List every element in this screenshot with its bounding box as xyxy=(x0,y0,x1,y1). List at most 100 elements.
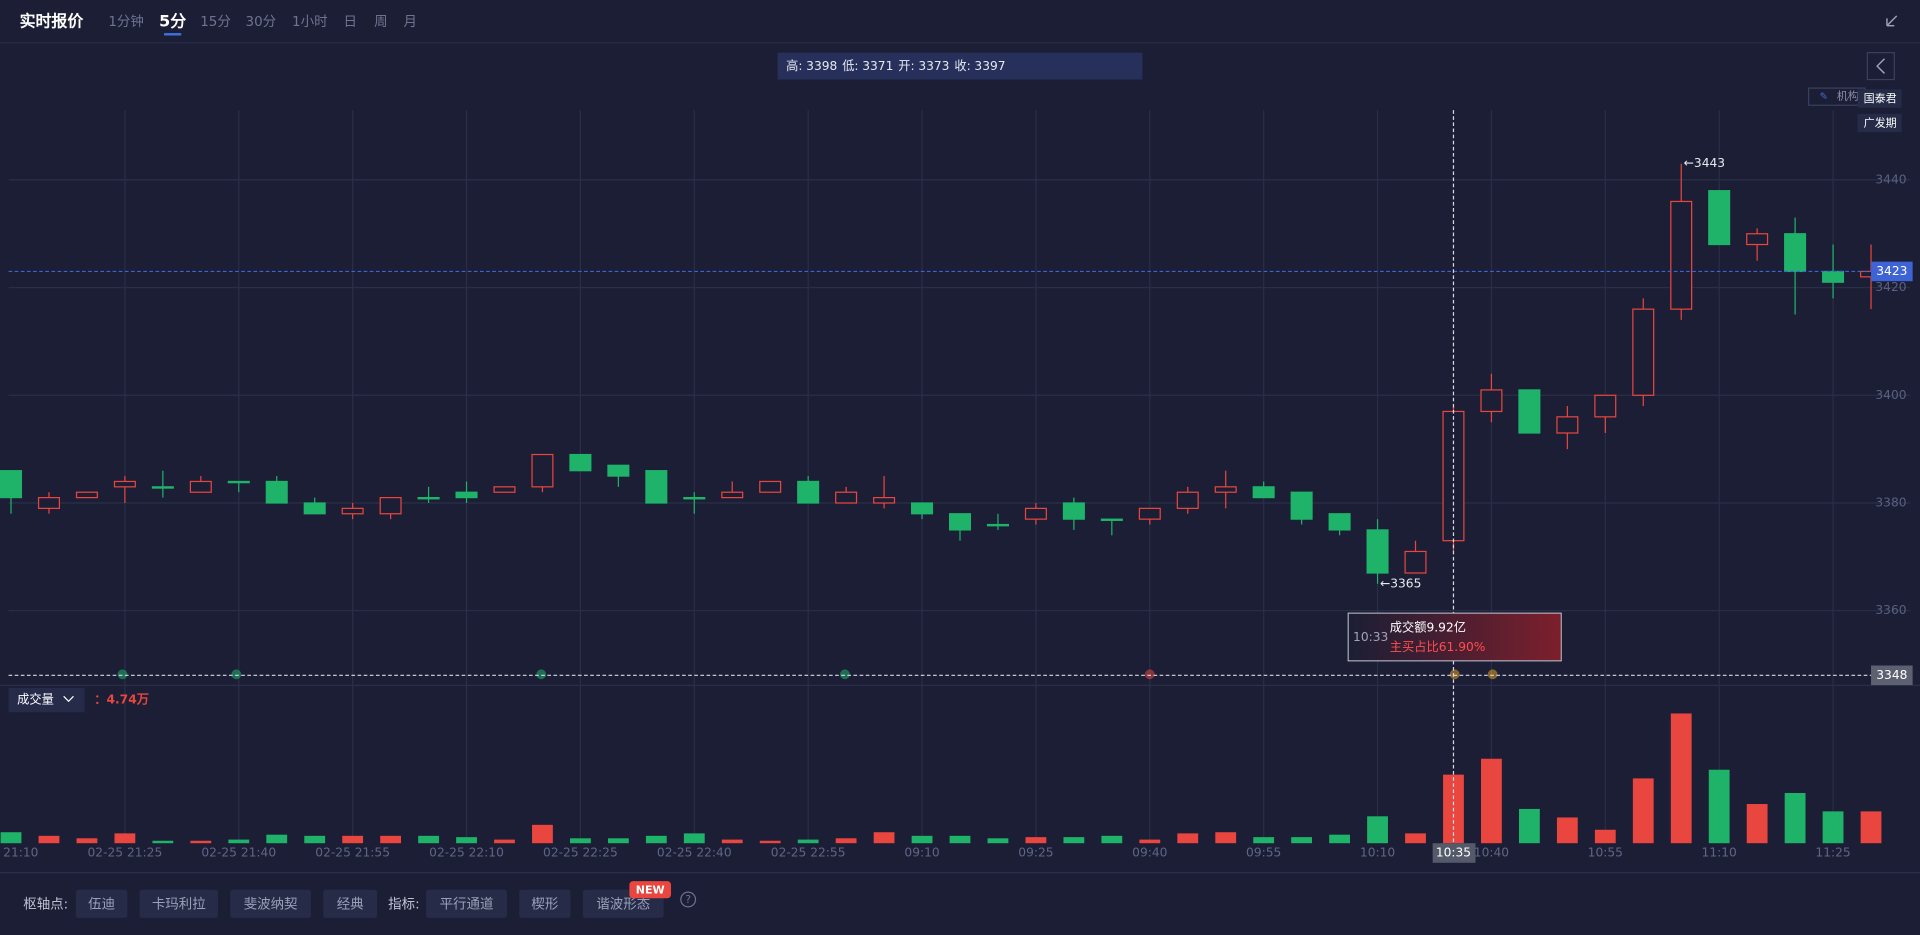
broker-tag[interactable]: 广发期 xyxy=(1864,116,1897,130)
candle-body xyxy=(37,496,60,509)
volume-bar xyxy=(114,833,136,844)
footer-button-label: 斐波纳契 xyxy=(244,896,298,912)
footer-button[interactable] xyxy=(230,889,312,918)
timeframe-tab[interactable]: 周 xyxy=(374,15,387,30)
x-tick-label: 09:40 xyxy=(1132,846,1167,860)
footer-button[interactable] xyxy=(323,889,378,918)
volume-bar xyxy=(797,839,819,844)
candle-body xyxy=(1784,233,1807,273)
volume-dropdown[interactable] xyxy=(8,687,85,713)
signal-dot[interactable] xyxy=(231,669,242,680)
tooltip-amount: 成交额9.92亿 xyxy=(1390,619,1466,634)
ohlc-value: 3397 xyxy=(974,59,1005,73)
volume-bar xyxy=(1405,833,1426,844)
candle-body xyxy=(911,502,934,515)
signal-dot[interactable] xyxy=(1144,669,1155,680)
indicator-label: 指标: xyxy=(388,896,419,912)
footer-button[interactable] xyxy=(75,889,128,918)
x-tick-label: 10:10 xyxy=(1360,846,1395,860)
ohlc-label: 低: xyxy=(842,59,858,73)
candle-body xyxy=(873,496,896,504)
candle-body xyxy=(493,486,516,493)
footer-button[interactable] xyxy=(139,889,218,918)
candle-body xyxy=(948,513,972,531)
y-tick-label: 3400 xyxy=(1875,388,1906,402)
x-tick-label: 02-25 21:55 xyxy=(315,846,390,860)
timeframe-tab[interactable]: 月 xyxy=(403,15,416,30)
signal-dot[interactable] xyxy=(1449,669,1460,680)
dropdown-caret xyxy=(63,695,74,703)
side-toggle[interactable] xyxy=(1866,52,1895,81)
candle-body xyxy=(455,491,478,499)
candle-body xyxy=(0,470,23,499)
x-tick-label: 09:25 xyxy=(1018,846,1053,860)
extreme-marker: ←3365 xyxy=(1380,576,1421,590)
timeframe-tab[interactable]: 日 xyxy=(343,15,356,30)
panel-title: 实时报价 xyxy=(20,12,84,31)
volume-bar xyxy=(1063,837,1085,844)
y-tick-label: 3440 xyxy=(1875,172,1906,186)
y-tick-label: 3380 xyxy=(1875,495,1906,509)
volume-bar xyxy=(1860,811,1882,844)
volume-bar xyxy=(1215,832,1237,844)
candle-body xyxy=(1328,513,1351,531)
x-tick-label: 02-25 22:10 xyxy=(429,846,504,860)
candle-body xyxy=(1632,308,1655,396)
candle-body xyxy=(1176,491,1199,509)
signal-dot[interactable] xyxy=(536,669,547,680)
broker-box xyxy=(1857,89,1902,108)
active-tab-underline xyxy=(164,33,182,36)
ohlc-label: 开: xyxy=(898,59,914,73)
candle-body xyxy=(835,491,858,504)
volume-bar xyxy=(380,835,402,844)
candle-body xyxy=(1822,270,1845,283)
volume-bar xyxy=(1632,778,1654,844)
extreme-marker: ←3443 xyxy=(1684,156,1725,170)
time-label-bg xyxy=(1432,843,1476,863)
footer-button[interactable] xyxy=(519,889,571,918)
candle-body xyxy=(151,486,174,489)
volume-bar xyxy=(1139,839,1161,844)
ohlc-text: 高: 3398 低: 3371 开: 3373 收: 3397 xyxy=(786,58,1005,73)
candle-body xyxy=(113,480,136,488)
crosshair-time-label: 10:35 xyxy=(1436,846,1471,860)
candle-body xyxy=(569,453,592,472)
x-tick-label: 02-25 21:40 xyxy=(201,846,276,860)
footer-button-label: 伍迪 xyxy=(88,896,115,912)
volume-bar xyxy=(1025,837,1047,844)
volume-bar xyxy=(38,835,60,844)
volume-bar xyxy=(1518,808,1540,844)
candle-body xyxy=(1518,389,1541,434)
timeframe-tab[interactable]: 1小时 xyxy=(292,14,327,30)
footer-button[interactable] xyxy=(426,889,507,918)
volume-bar xyxy=(1670,713,1692,844)
collapse-icon[interactable] xyxy=(1886,15,1898,27)
volume-bar xyxy=(418,835,439,844)
tooltip-ratio: 主买占比61.90% xyxy=(1390,639,1486,654)
timeframe-tab[interactable]: 30分 xyxy=(246,14,277,30)
candle-body xyxy=(986,523,1009,527)
help-icon[interactable] xyxy=(680,891,697,908)
candle-body xyxy=(417,496,440,500)
volume-bar xyxy=(304,835,326,844)
y-tick-label: 3360 xyxy=(1875,603,1906,617)
broker-tag[interactable]: 国泰君 xyxy=(1864,91,1897,105)
signal-dot[interactable] xyxy=(117,669,128,680)
signal-dot[interactable] xyxy=(1487,669,1498,680)
timeframe-tab[interactable]: 15分 xyxy=(200,14,231,30)
candle-body xyxy=(1024,507,1047,520)
x-tick-label: 11:10 xyxy=(1702,846,1737,860)
candle-body xyxy=(607,464,630,477)
x-tick-label: 10:55 xyxy=(1588,846,1623,860)
volume-bar xyxy=(1784,793,1806,844)
y-tick-label: 3420 xyxy=(1875,280,1906,294)
timeframe-tab[interactable]: 5分 xyxy=(159,12,186,31)
signal-dot[interactable] xyxy=(840,669,850,680)
volume-bar xyxy=(645,835,667,844)
timeframe-tab[interactable]: 1分钟 xyxy=(108,13,143,30)
price-label-bg xyxy=(1871,261,1913,282)
candle-body xyxy=(341,507,364,515)
volume-bar xyxy=(911,835,933,844)
volume-bar xyxy=(1708,769,1730,844)
footer-button-label: 平行通道 xyxy=(440,896,494,912)
